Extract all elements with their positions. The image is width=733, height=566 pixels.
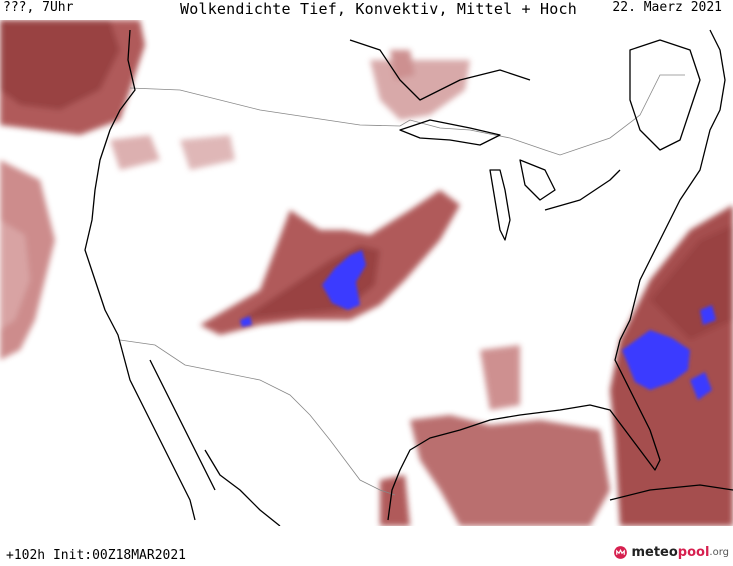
gulf-coast <box>387 339 661 521</box>
us-canada-border <box>129 74 685 156</box>
location-time-label: ???, 7Uhr <box>3 0 74 15</box>
great-lakes-erie-ontario <box>544 169 621 211</box>
newfoundland-coast <box>629 39 701 151</box>
cloud-density-map <box>0 20 733 526</box>
cloud-area-gulf <box>410 415 610 526</box>
hudson-bay-shore <box>349 39 531 101</box>
brand-text-pool: pool <box>677 545 710 560</box>
cloud-field-layer <box>0 20 733 526</box>
mexico-pacific-coast <box>204 449 281 526</box>
forecast-date: 22. Maerz 2021 <box>612 0 722 15</box>
convective-cell-layer <box>240 250 716 400</box>
west-coast <box>84 29 136 351</box>
great-lakes-huron <box>519 159 556 201</box>
caribbean-coast <box>609 484 733 501</box>
great-lakes-michigan <box>489 169 511 241</box>
us-mexico-border <box>119 339 396 496</box>
meteopool-brand[interactable]: meteo pool .org <box>613 545 729 560</box>
gulf-of-california <box>149 359 216 491</box>
brand-text-org: .org <box>709 547 729 558</box>
great-lakes-superior <box>399 119 501 146</box>
convective-cell-central <box>322 250 366 310</box>
convective-cell-southeast <box>622 330 690 390</box>
east-coast <box>619 29 726 341</box>
meteopool-logo-icon <box>614 546 628 559</box>
brand-text-meteo: meteo <box>631 545 678 560</box>
forecast-init-label: +102h Init:00Z18MAR2021 <box>6 548 187 563</box>
baja-california <box>121 349 196 521</box>
cloud-area-canada <box>370 60 470 120</box>
map-title: Wolkendichte Tief, Konvektiv, Mittel + H… <box>180 0 577 18</box>
border-lines <box>119 74 685 496</box>
coastline-lines <box>84 29 733 526</box>
